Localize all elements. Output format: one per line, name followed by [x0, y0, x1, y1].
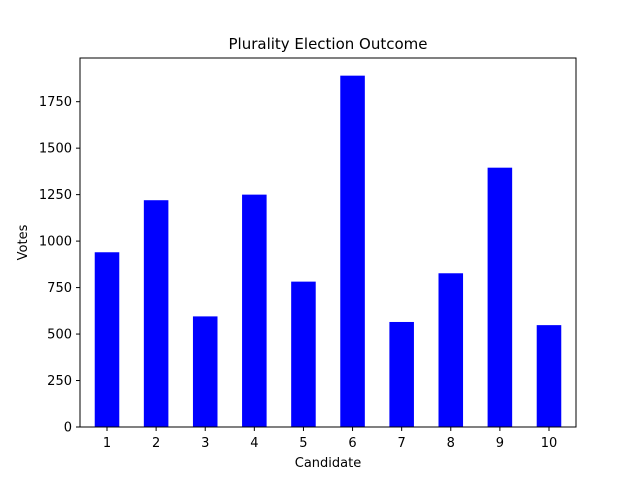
chart-title: Plurality Election Outcome: [228, 35, 427, 53]
y-axis-label: Votes: [16, 224, 31, 260]
x-tick-label: 2: [152, 436, 160, 451]
x-tick-label: 3: [201, 436, 209, 451]
bars-layer: [94, 75, 562, 427]
x-tick-label: 8: [447, 436, 455, 451]
y-tick-label: 1000: [39, 235, 72, 250]
bar-candidate-6: [340, 75, 365, 427]
y-tick-label: 0: [64, 421, 72, 436]
bar-candidate-3: [192, 316, 218, 427]
bar-candidate-9: [487, 167, 513, 427]
x-tick-label: 10: [541, 436, 558, 451]
y-tick-label: 750: [47, 281, 72, 296]
x-tick-label: 7: [398, 436, 406, 451]
y-tick-label: 1250: [39, 188, 72, 203]
bar-candidate-10: [536, 325, 562, 427]
x-tick-label: 6: [348, 436, 356, 451]
bar-candidate-1: [94, 252, 120, 427]
bar-candidate-7: [389, 321, 414, 427]
bar-candidate-8: [438, 273, 464, 427]
x-tick-label: 5: [299, 436, 307, 451]
x-tick-label: 1: [103, 436, 111, 451]
y-tick-label: 500: [47, 328, 72, 343]
y-tick-label: 1750: [39, 95, 72, 110]
x-tick-label: 9: [496, 436, 504, 451]
y-tick-label: 1500: [39, 142, 72, 157]
bar-candidate-4: [242, 194, 267, 427]
x-axis-label: Candidate: [295, 456, 361, 471]
bar-candidate-2: [143, 200, 169, 427]
ticks-layer: 1 2 3 4 5 6 7 8 9 10 0 250 500 750 1000 1250 1500 1750: [39, 95, 557, 451]
plot-frame: [79, 57, 577, 428]
y-tick-label: 250: [47, 374, 72, 389]
bar-candidate-5: [291, 281, 316, 427]
x-tick-label: 4: [250, 436, 258, 451]
